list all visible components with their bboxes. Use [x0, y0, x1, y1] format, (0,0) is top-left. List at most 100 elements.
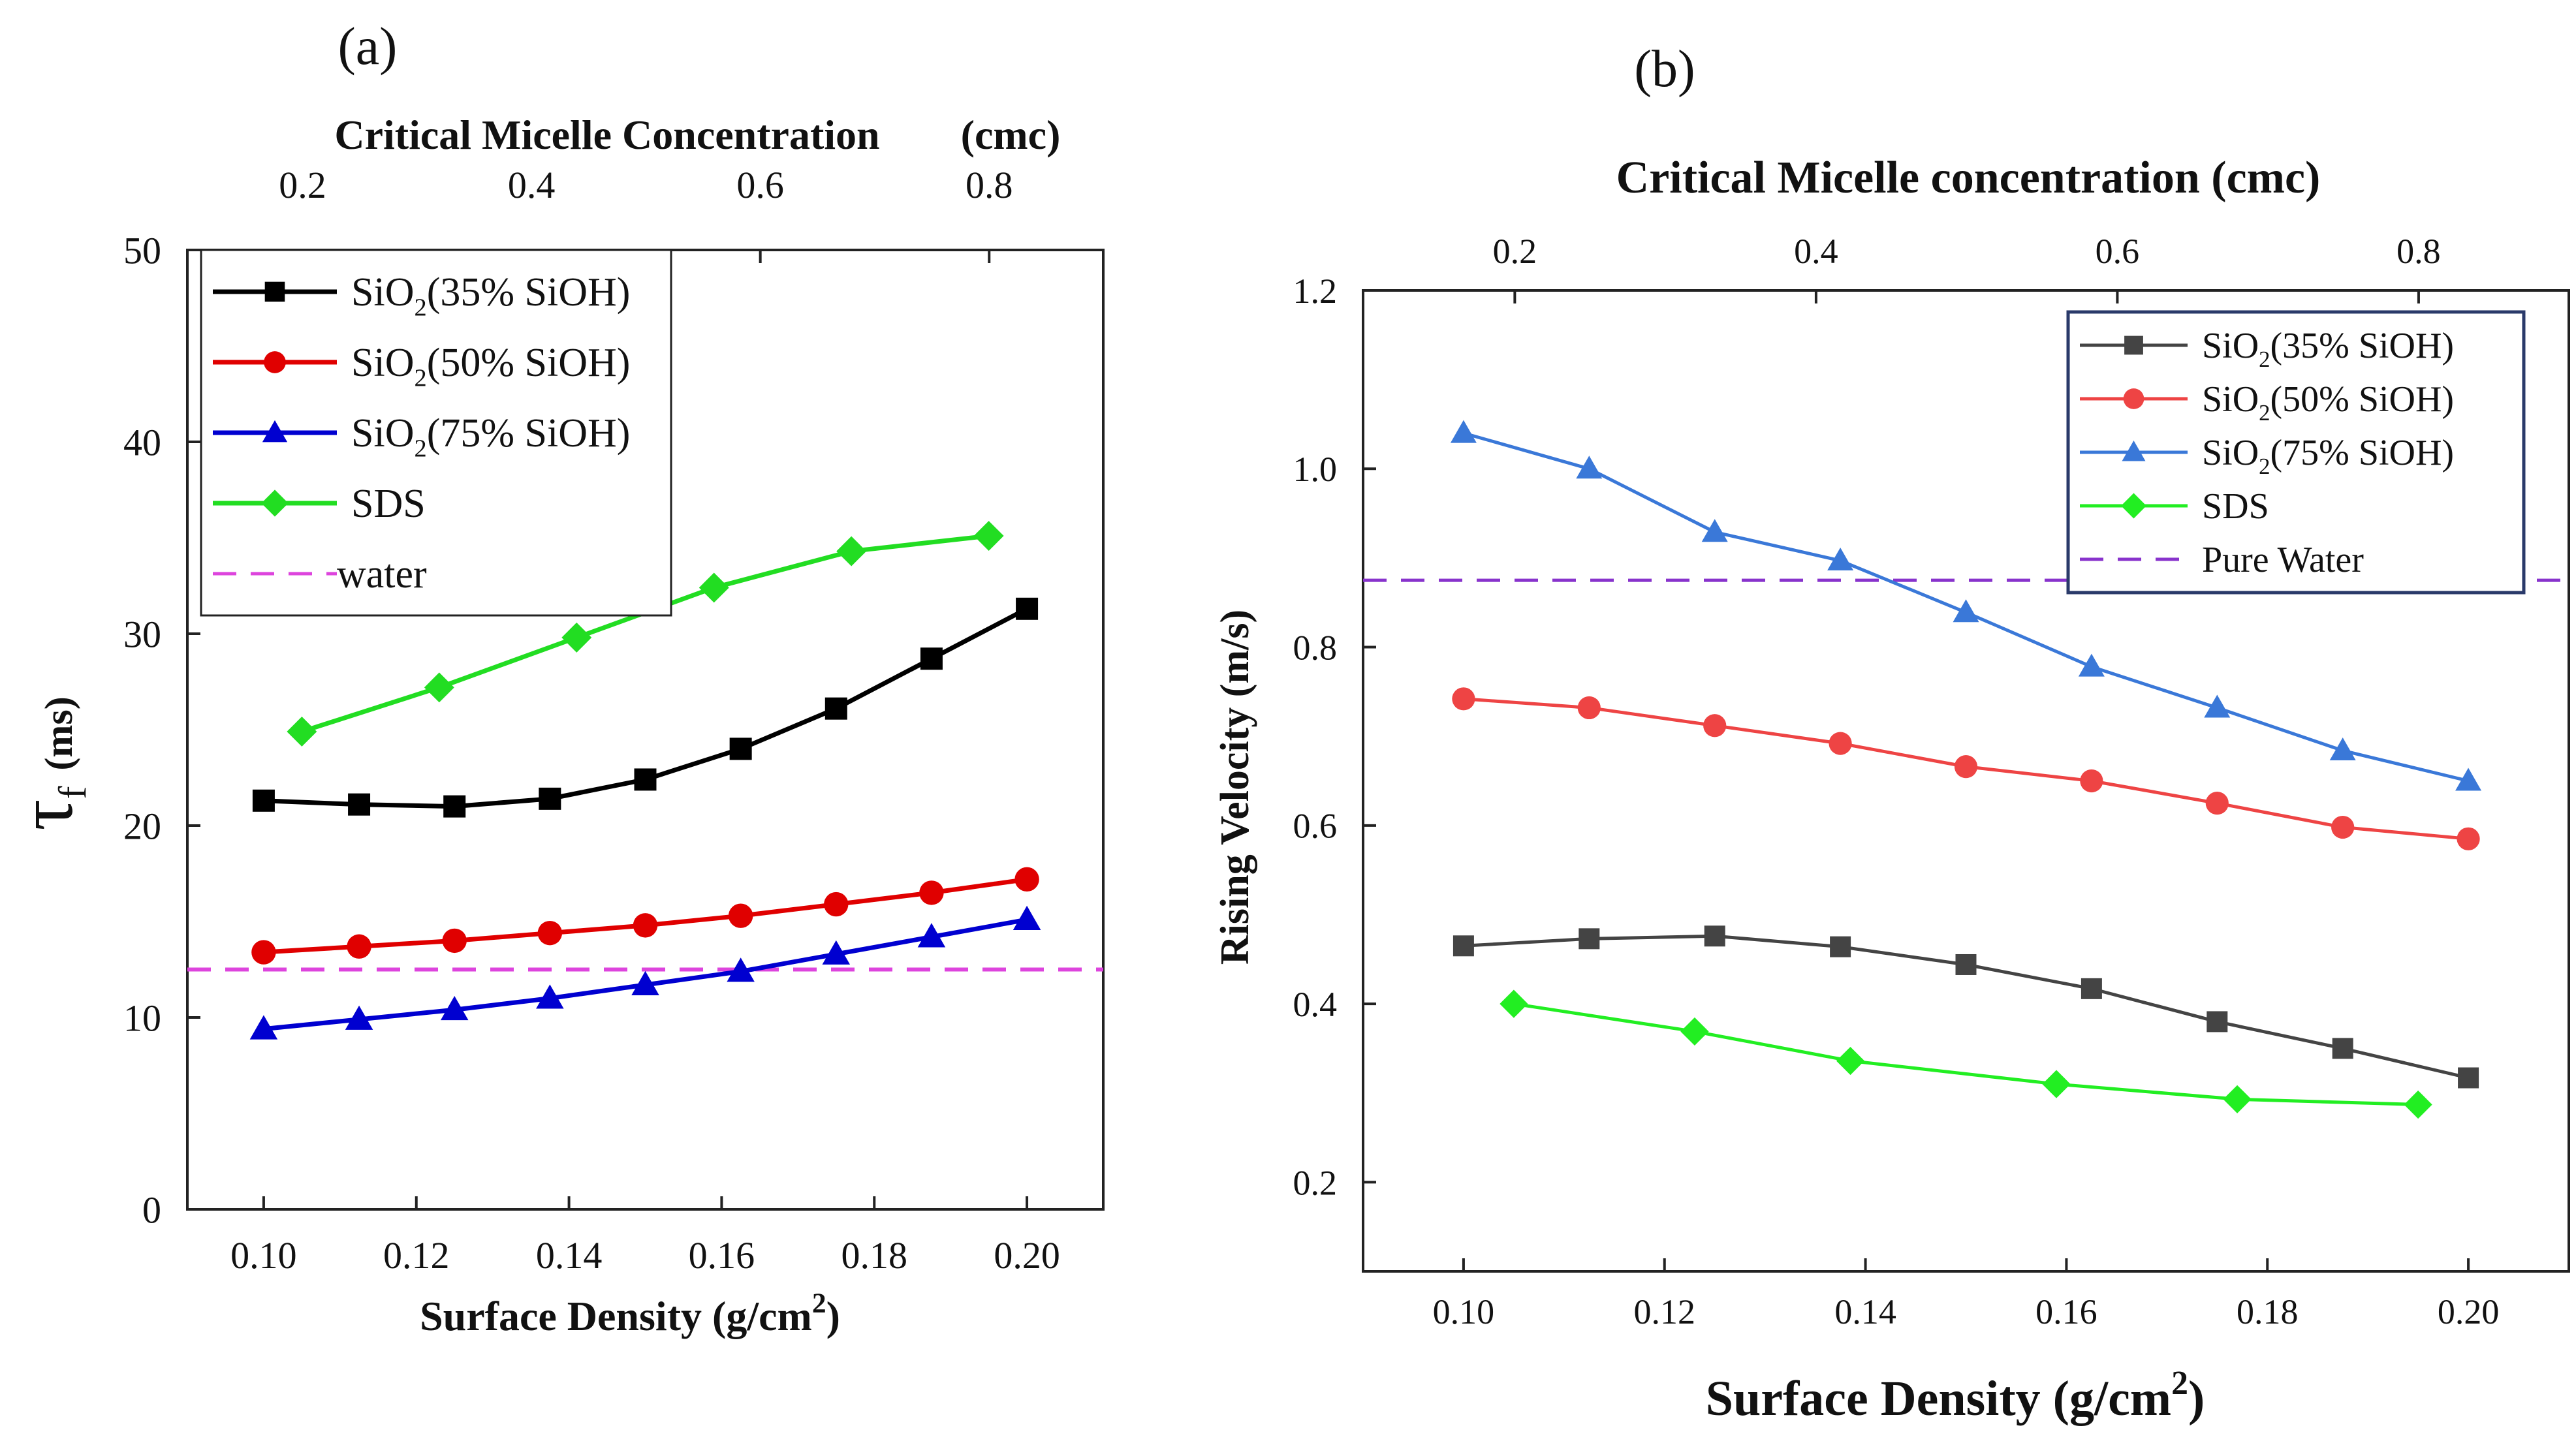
- legend-marker: [2124, 335, 2143, 355]
- data-point: [919, 880, 944, 905]
- data-point: [973, 521, 1004, 551]
- y-tick-label: 30: [123, 613, 161, 655]
- data-point: [631, 970, 659, 995]
- top-tick-label: 0.2: [1493, 232, 1537, 271]
- legend-label: SiO2(35% SiOH): [351, 270, 630, 322]
- data-point: [2331, 815, 2355, 839]
- x-axis-label-sup: 2: [2171, 1365, 2188, 1402]
- data-point: [424, 672, 454, 703]
- y-tick-label: 1.2: [1293, 272, 1338, 311]
- x-tick-label: 0.10: [230, 1234, 297, 1277]
- top-axis-unit: (cmc): [961, 112, 1061, 158]
- data-point: [920, 647, 943, 670]
- legend-label-base: SDS: [2202, 486, 2269, 527]
- legend-label: SiO2(75% SiOH): [2202, 433, 2454, 479]
- data-point: [2455, 768, 2482, 791]
- legend-marker: [2123, 388, 2144, 409]
- data-point: [345, 1005, 373, 1030]
- x-tick-label: 0.20: [994, 1234, 1060, 1277]
- data-point: [1452, 687, 1475, 711]
- x-axis-label-main: Surface Density (g/cm: [1706, 1371, 2171, 1426]
- legend-label-sub: 2: [414, 294, 426, 322]
- data-point: [1577, 696, 1601, 720]
- x-axis-label-close: ): [826, 1293, 840, 1339]
- top-tick-label: 0.2: [279, 164, 326, 206]
- data-point: [347, 934, 371, 959]
- data-point: [2332, 1038, 2353, 1059]
- series-0: [1453, 925, 2479, 1089]
- data-point: [1954, 755, 1978, 779]
- data-point: [1953, 599, 1979, 623]
- data-point: [1836, 1046, 1865, 1076]
- top-tick-label: 0.8: [2396, 232, 2441, 271]
- legend-marker: [2122, 441, 2146, 461]
- x-tick-label: 0.10: [1433, 1292, 1495, 1331]
- top-tick-label: 0.4: [1794, 232, 1838, 271]
- series-0: [252, 597, 1039, 818]
- data-point: [251, 940, 276, 965]
- panel-a: (a) 0.10 0.12 0.14 0.16 0.18 0.20 0 10 20 30 40 50 0.…: [2, 16, 1105, 1339]
- data-point: [1013, 905, 1041, 930]
- top-tick-label: 0.4: [508, 164, 556, 206]
- y-tick-label: 0.6: [1293, 807, 1338, 846]
- x-tick-label: 0.14: [536, 1234, 603, 1277]
- data-point: [2078, 653, 2105, 677]
- data-point: [2080, 769, 2103, 793]
- panel-label: (b): [1634, 40, 1695, 98]
- plot-frame: [1362, 289, 2570, 1273]
- series-3: [1500, 989, 2432, 1119]
- legend-label: SDS: [351, 482, 426, 526]
- x-tick-label: 0.12: [383, 1234, 450, 1277]
- data-point: [634, 768, 657, 791]
- data-point: [1829, 732, 1852, 755]
- y-axis-label-symbol: τ: [2, 799, 89, 831]
- data-point: [1830, 936, 1851, 957]
- y-tick-label: 40: [123, 421, 161, 463]
- legend-label-base: SiO: [2202, 433, 2259, 473]
- data-point: [822, 940, 851, 965]
- legend-marker: [2121, 493, 2146, 519]
- data-point: [536, 984, 564, 1009]
- legend-label-rest: (35% SiOH): [2270, 326, 2455, 366]
- data-point: [824, 892, 849, 917]
- data-point: [539, 787, 561, 810]
- legend-label-sub: 2: [414, 435, 426, 463]
- legend-label-sub: 2: [2259, 454, 2270, 479]
- legend: SiO2(35% SiOH)SiO2(50% SiOH)SiO2(75% SiO…: [200, 249, 672, 617]
- legend-label-base: SiO: [351, 270, 414, 315]
- data-point: [917, 923, 946, 948]
- data-point: [561, 622, 592, 653]
- data-point: [442, 928, 467, 954]
- legend-label-base: SiO: [351, 411, 414, 456]
- y-axis-label-sub: f: [52, 786, 95, 799]
- data-point: [2207, 1011, 2228, 1032]
- legend-label-base: SiO: [2202, 379, 2259, 420]
- y-axis-label: τf (ms): [2, 696, 95, 831]
- data-point: [1500, 989, 1528, 1018]
- data-point: [2458, 1067, 2479, 1089]
- y-tick-label: 20: [123, 805, 161, 847]
- legend-marker: [262, 420, 288, 442]
- y-axis-label: Rising Velocity (m/s): [1213, 610, 1257, 965]
- x-tick-label: 0.18: [2237, 1292, 2299, 1331]
- data-point: [348, 793, 371, 816]
- data-point: [836, 536, 867, 566]
- series-line: [1513, 1002, 2419, 1106]
- data-point: [1579, 928, 1600, 950]
- data-point: [2223, 1085, 2252, 1113]
- series-1: [251, 867, 1039, 965]
- data-point: [2329, 737, 2356, 761]
- series-1: [1452, 687, 2480, 850]
- legend: SiO2(35% SiOH)SiO2(50% SiOH)SiO2(75% SiO…: [2066, 310, 2526, 595]
- data-point: [287, 716, 317, 747]
- data-point: [1703, 714, 1727, 737]
- legend-label-base: SiO: [351, 341, 414, 385]
- legend-label: SiO2(50% SiOH): [2202, 379, 2454, 426]
- legend-marker: [264, 351, 286, 373]
- data-point: [537, 920, 563, 946]
- y-tick-label: 0.2: [1293, 1163, 1338, 1202]
- data-point: [1680, 1017, 1709, 1046]
- top-tick-label: 0.6: [2096, 232, 2140, 271]
- y-tick-label: 0.8: [1293, 628, 1338, 667]
